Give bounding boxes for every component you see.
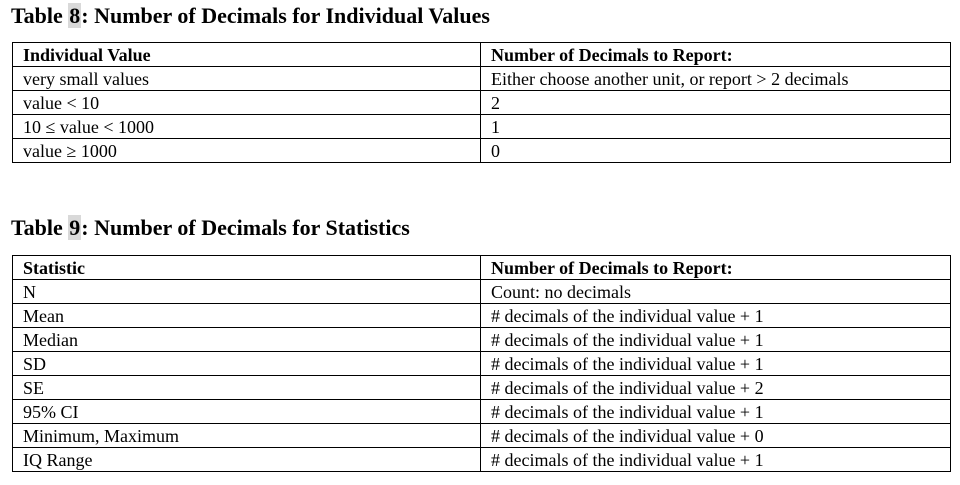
table-header-row: Individual Value Number of Decimals to R… xyxy=(12,42,951,67)
table-cell: # decimals of the individual value + 1 xyxy=(480,399,951,424)
column-header: Individual Value xyxy=(12,42,481,67)
table-cell: # decimals of the individual value + 0 xyxy=(480,423,951,448)
table-cell: # decimals of the individual value + 1 xyxy=(480,447,951,472)
table-cell: Mean xyxy=(12,303,481,328)
table-header-row: Statistic Number of Decimals to Report: xyxy=(12,255,951,280)
caption-title: : Number of Decimals for Individual Valu… xyxy=(81,3,490,28)
table-cell: 2 xyxy=(480,90,951,115)
table-cell: Median xyxy=(12,327,481,352)
table-row: SD # decimals of the individual value + … xyxy=(12,351,951,376)
table-cell: N xyxy=(12,279,481,304)
table-row: very small values Either choose another … xyxy=(12,66,951,91)
table-cell: IQ Range xyxy=(12,447,481,472)
table-cell: 10 ≤ value < 1000 xyxy=(12,114,481,139)
table-cell: # decimals of the individual value + 1 xyxy=(480,327,951,352)
table-cell: value ≥ 1000 xyxy=(12,138,481,163)
table-row: SE # decimals of the individual value + … xyxy=(12,375,951,400)
table-row: 95% CI # decimals of the individual valu… xyxy=(12,399,951,424)
decimals-statistics-table: Statistic Number of Decimals to Report: … xyxy=(12,255,951,472)
column-header: Number of Decimals to Report: xyxy=(480,255,951,280)
column-header: Statistic xyxy=(12,255,481,280)
table-row: N Count: no decimals xyxy=(12,279,951,304)
decimals-individual-values-table: Individual Value Number of Decimals to R… xyxy=(12,42,951,163)
table-cell: very small values xyxy=(12,66,481,91)
table-9-caption: Table 9: Number of Decimals for Statisti… xyxy=(11,215,410,241)
table-cell: Either choose another unit, or report > … xyxy=(480,66,951,91)
table-row: value ≥ 1000 0 xyxy=(12,138,951,163)
table-cell: Minimum, Maximum xyxy=(12,423,481,448)
table-cell: value < 10 xyxy=(12,90,481,115)
caption-prefix: Table xyxy=(11,215,69,240)
table-cell: SE xyxy=(12,375,481,400)
table-cell: 95% CI xyxy=(12,399,481,424)
caption-number-highlight: 8 xyxy=(68,3,82,28)
table-cell: 1 xyxy=(480,114,951,139)
table-row: Median # decimals of the individual valu… xyxy=(12,327,951,352)
table-row: value < 10 2 xyxy=(12,90,951,115)
table-cell: # decimals of the individual value + 1 xyxy=(480,303,951,328)
table-cell: SD xyxy=(12,351,481,376)
table-8-caption: Table 8: Number of Decimals for Individu… xyxy=(11,3,490,29)
caption-number-highlight: 9 xyxy=(68,215,82,240)
table-row: 10 ≤ value < 1000 1 xyxy=(12,114,951,139)
caption-prefix: Table xyxy=(11,3,69,28)
caption-title: : Number of Decimals for Statistics xyxy=(81,215,410,240)
table-row: Minimum, Maximum # decimals of the indiv… xyxy=(12,423,951,448)
table-cell: # decimals of the individual value + 1 xyxy=(480,351,951,376)
table-row: IQ Range # decimals of the individual va… xyxy=(12,447,951,472)
table-cell: 0 xyxy=(480,138,951,163)
table-row: Mean # decimals of the individual value … xyxy=(12,303,951,328)
table-cell: Count: no decimals xyxy=(480,279,951,304)
column-header: Number of Decimals to Report: xyxy=(480,42,951,67)
table-cell: # decimals of the individual value + 2 xyxy=(480,375,951,400)
